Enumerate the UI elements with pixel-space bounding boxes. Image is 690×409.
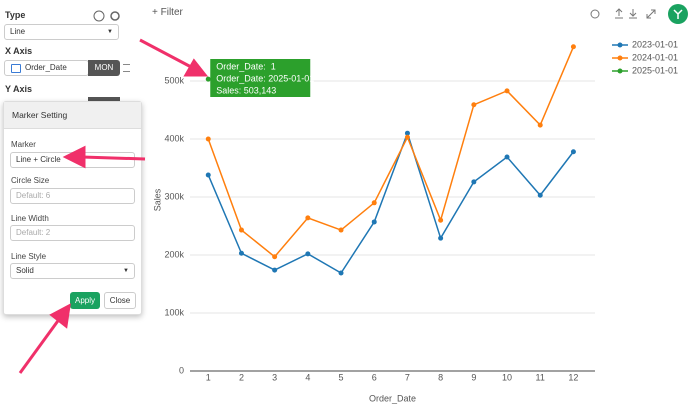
y-tick-label: 500k [164, 75, 184, 85]
series-line [207, 46, 575, 258]
data-point [570, 44, 576, 50]
x-tick-label: 6 [372, 372, 377, 382]
line-style-select[interactable]: Solid ▼ [10, 263, 135, 279]
expand-icon[interactable] [646, 9, 656, 19]
series-line [207, 130, 575, 274]
legend-label: 2024-01-01 [632, 52, 678, 62]
x-axis-title: Order_Date [369, 393, 416, 403]
filter-label: Filter [160, 7, 183, 18]
upload-icon[interactable] [615, 8, 623, 19]
x-axis-field[interactable]: Order_Date [4, 60, 89, 76]
x-tick-label: 12 [568, 372, 578, 382]
x-tick-label: 4 [305, 372, 310, 382]
legend-marker [617, 42, 623, 48]
data-point [404, 130, 410, 136]
marker-select[interactable]: Line + Circle [10, 152, 135, 168]
x-axis-field-name: Order_Date [25, 63, 67, 72]
y-tick-label: 400k [164, 133, 184, 143]
legend-label: 2023-01-01 [632, 39, 678, 49]
data-point [205, 136, 211, 142]
toolbar-icons [590, 4, 688, 24]
data-point [272, 267, 278, 273]
y-tick-label: 200k [164, 249, 184, 259]
x-tick-label: 11 [536, 372, 545, 382]
x-tick-label: 1 [206, 372, 211, 382]
type-label: Type [5, 10, 26, 20]
data-point [305, 251, 311, 257]
x-axis-unit[interactable]: MON [88, 60, 120, 76]
sidebar: Type Line ▼ X Axis Order_Date MON Y Axis [0, 0, 135, 103]
tooltip-line: Sales: 503,143 [216, 85, 276, 95]
filter-button[interactable]: + Filter [152, 7, 183, 18]
tooltip-box [210, 59, 311, 97]
y-tick-label: 100k [164, 307, 184, 317]
avatar-icon [673, 9, 683, 19]
data-point [272, 254, 278, 260]
line-style-value: Solid [16, 266, 34, 275]
data-point [305, 215, 311, 221]
data-point [238, 227, 244, 233]
circle-size-input[interactable]: Default: 6 [10, 188, 135, 204]
data-point [205, 172, 211, 178]
data-point [238, 250, 244, 256]
line-style-label: Line Style [11, 252, 47, 261]
data-point [438, 235, 444, 241]
apply-button[interactable]: Apply [70, 292, 100, 309]
y-axis-title: Sales [152, 188, 162, 211]
legend-marker [617, 55, 623, 61]
data-point [471, 102, 477, 108]
data-point [205, 76, 211, 82]
data-point [404, 134, 410, 140]
x-tick-label: 2 [239, 372, 244, 382]
help-icon[interactable] [93, 10, 105, 22]
close-button[interactable]: Close [104, 292, 136, 309]
marker-label: Marker [11, 140, 36, 149]
download-icon[interactable] [629, 9, 637, 19]
type-icons [93, 10, 120, 22]
popup-title: Marker Setting [4, 102, 141, 129]
line-width-input[interactable]: Default: 2 [10, 225, 135, 241]
marker-setting-popup: Marker Setting Marker Line + Circle Circ… [3, 101, 142, 315]
data-point [371, 200, 377, 206]
tooltip-line: Order_Date: 2025-01-01 [216, 73, 314, 83]
tooltip-line: Order_Date: 1 [216, 61, 276, 71]
data-point [504, 154, 510, 160]
toolbar: + Filter [0, 0, 690, 30]
x-tick-label: 9 [471, 372, 476, 382]
data-point [537, 122, 543, 128]
data-point [371, 219, 377, 225]
data-point [570, 149, 576, 155]
type-value: Line [10, 27, 26, 36]
type-select[interactable]: Line ▼ [4, 24, 119, 40]
data-point [338, 227, 344, 233]
y-tick-label: 0 [179, 365, 184, 375]
x-tick-label: 3 [272, 372, 277, 382]
circle-size-label: Circle Size [11, 176, 50, 185]
settings-icon[interactable] [110, 11, 120, 21]
x-tick-label: 8 [438, 372, 443, 382]
menu-icon[interactable] [123, 64, 130, 72]
data-point [537, 192, 543, 198]
legend-label: 2025-01-01 [632, 65, 678, 75]
x-tick-label: 5 [339, 372, 344, 382]
data-point [504, 88, 510, 94]
x-tick-label: 7 [405, 372, 410, 382]
line-width-label: Line Width [11, 214, 49, 223]
comment-icon[interactable] [590, 9, 600, 19]
y-axis-unit [88, 97, 120, 103]
legend-marker [617, 68, 623, 74]
data-point [438, 217, 444, 223]
data-point [471, 179, 477, 185]
data-point [338, 270, 344, 276]
y-axis-label: Y Axis [5, 84, 33, 94]
y-tick-label: 300k [164, 191, 184, 201]
x-axis-label: X Axis [5, 46, 33, 56]
x-tick-label: 10 [502, 372, 512, 382]
